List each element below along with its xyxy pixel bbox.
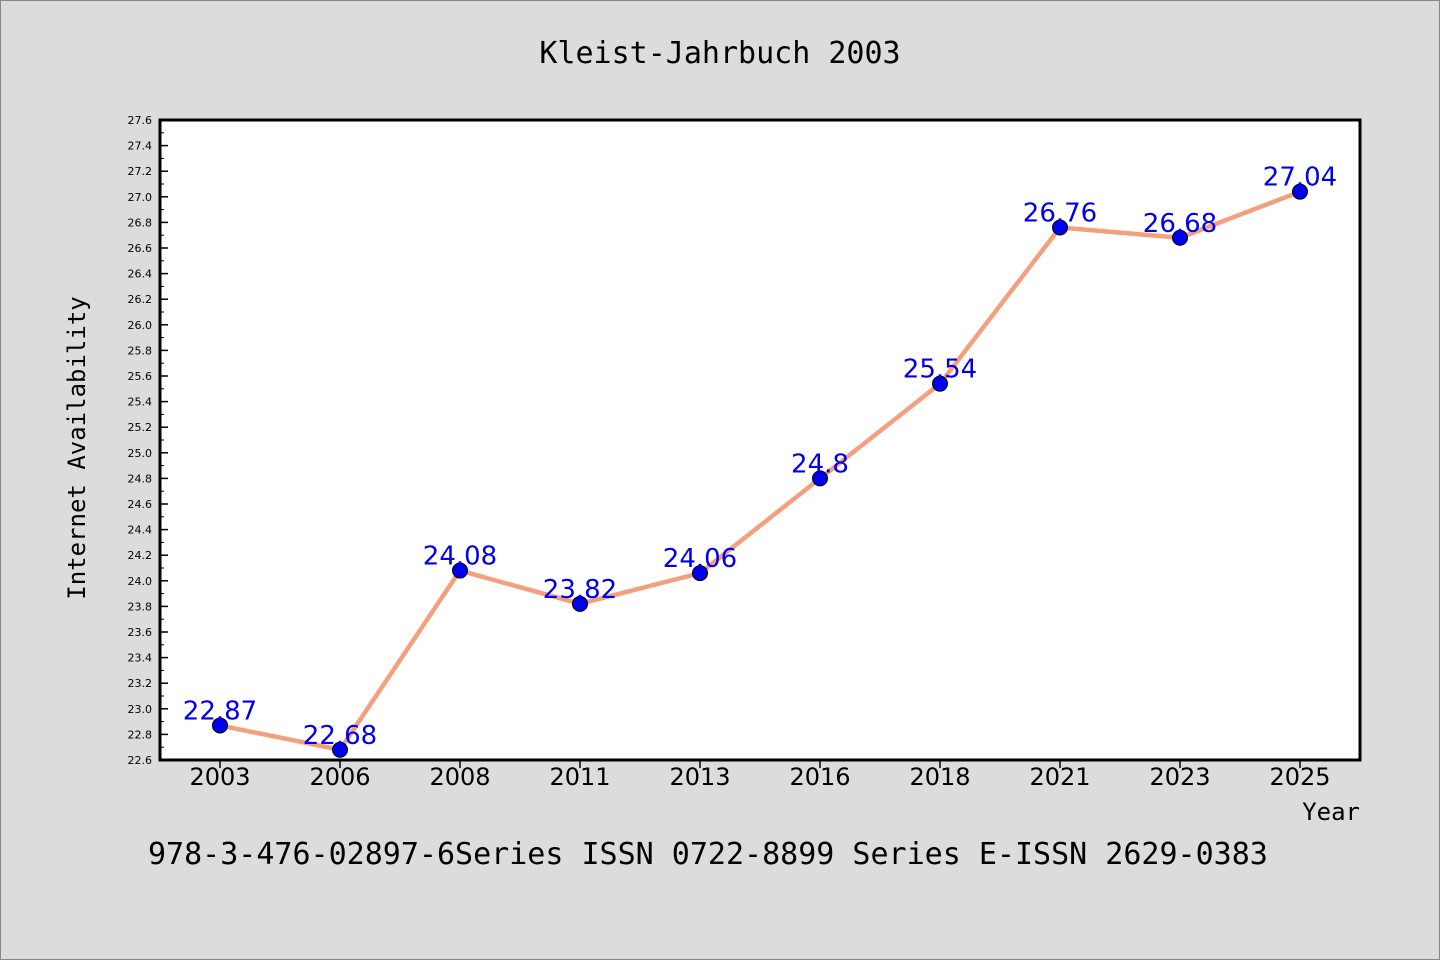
series-line xyxy=(219,189,1301,753)
data-point xyxy=(212,717,228,734)
plot-area xyxy=(160,120,1360,760)
data-point xyxy=(452,562,468,579)
y-tick-label: 25.2 xyxy=(128,421,153,434)
y-tick-label: 26.2 xyxy=(128,293,153,306)
y-tick-label: 23.6 xyxy=(128,626,153,639)
x-axis-label: Year xyxy=(1302,798,1360,826)
data-label: 26.76 xyxy=(1023,199,1097,229)
y-tick-label: 24.6 xyxy=(128,498,153,511)
data-point xyxy=(812,470,828,487)
data-point xyxy=(1052,219,1068,236)
y-tick-label: 23.2 xyxy=(128,677,153,690)
data-label: 22.68 xyxy=(303,721,377,751)
series-group: 22.87 22.68 24.08 23.82 24.06 24.8 25.54 26.76 2… xyxy=(183,163,1337,758)
y-tick-label: 26.0 xyxy=(128,319,153,332)
y-tick-label: 24.8 xyxy=(128,472,153,485)
y-tick-label: 26.6 xyxy=(128,242,153,255)
data-point xyxy=(692,565,708,582)
data-label: 24.06 xyxy=(663,544,737,574)
y-tick-label: 25.4 xyxy=(128,396,153,409)
y-tick-label: 24.0 xyxy=(128,575,153,588)
y-tick-label: 26.8 xyxy=(128,216,153,229)
footer-text: 978-3-476-02897-6Series ISSN 0722-8899 S… xyxy=(148,837,1268,872)
x-tick-label: 2011 xyxy=(549,763,610,791)
y-axis: 22.6 22.8 23.0 23.2 23.4 23.6 23.8 24.0 24.2 24.4… xyxy=(128,114,168,767)
x-tick-label: 2021 xyxy=(1029,763,1090,791)
y-tick-label: 23.0 xyxy=(128,703,153,716)
data-label: 23.82 xyxy=(543,575,617,605)
y-axis-label: Internet Availability xyxy=(63,296,91,599)
y-tick-label: 27.4 xyxy=(128,140,153,153)
data-point xyxy=(572,595,588,612)
x-tick-label: 2013 xyxy=(669,763,730,791)
data-point xyxy=(1172,229,1188,246)
plot-frame xyxy=(158,118,1362,762)
data-label: 26.68 xyxy=(1143,209,1217,239)
x-tick-label: 2008 xyxy=(429,763,490,791)
x-tick-label: 2016 xyxy=(789,763,850,791)
y-tick-label: 24.4 xyxy=(128,524,153,537)
x-tick-label: 2025 xyxy=(1269,763,1330,791)
y-tick-label: 23.4 xyxy=(128,652,153,665)
data-point xyxy=(332,741,348,758)
data-label: 25.54 xyxy=(903,355,977,385)
x-tick-label: 2003 xyxy=(189,763,250,791)
y-tick-label: 26.4 xyxy=(128,268,153,281)
y-tick-label: 27.6 xyxy=(128,114,153,127)
data-label: 27.04 xyxy=(1263,163,1337,193)
y-tick-label: 25.8 xyxy=(128,344,153,357)
y-tick-label: 27.2 xyxy=(128,165,153,178)
y-tick-label: 25.0 xyxy=(128,447,153,460)
y-tick-label: 24.2 xyxy=(128,549,153,562)
chart-title: Kleist-Jahrbuch 2003 xyxy=(539,36,900,71)
y-tick-label: 22.8 xyxy=(128,728,153,741)
x-tick-label: 2023 xyxy=(1149,763,1210,791)
y-tick-label: 22.6 xyxy=(128,754,153,767)
y-tick-label: 25.6 xyxy=(128,370,153,383)
y-tick-label: 23.8 xyxy=(128,600,153,613)
x-tick-label: 2006 xyxy=(309,763,370,791)
data-label: 24.8 xyxy=(791,449,849,479)
y-tick-label: 27.0 xyxy=(128,191,153,204)
data-label: 22.87 xyxy=(183,696,257,726)
data-point xyxy=(1292,183,1308,200)
data-label: 24.08 xyxy=(423,542,497,572)
data-point xyxy=(932,375,948,392)
x-tick-label: 2018 xyxy=(909,763,970,791)
